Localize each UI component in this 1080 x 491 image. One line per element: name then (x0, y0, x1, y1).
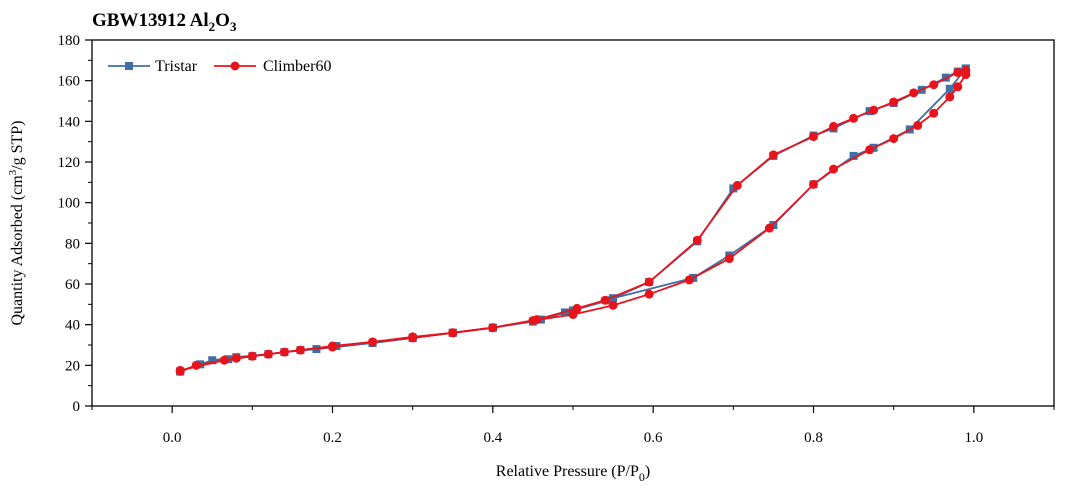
legend: Tristar Climber60 (108, 58, 331, 75)
x-tick-label: 0.2 (323, 430, 342, 446)
climber60-point (263, 349, 273, 359)
climber60-point (644, 289, 654, 299)
tristar-point (849, 151, 858, 160)
climber60-point (295, 345, 305, 355)
x-axis: 0.0 0.2 0.4 0.6 0.8 1.0 (91, 406, 1055, 446)
legend-label-tristar: Tristar (155, 58, 198, 75)
climber60-point (572, 303, 582, 313)
y-tick-label: 100 (58, 196, 81, 212)
climber60-point (889, 134, 899, 144)
tristar-point (945, 84, 954, 93)
x-axis-title: Relative Pressure (P/P0) (496, 463, 650, 484)
climber60-adsorption-line (179, 74, 967, 373)
y-tick-label: 140 (58, 114, 81, 130)
climber60-point (448, 328, 458, 338)
climber60-point (231, 353, 241, 363)
climber60-point (724, 254, 734, 264)
climber60-point (889, 97, 899, 107)
x-tick-label: 1.0 (964, 430, 983, 446)
climber60-point (600, 295, 610, 305)
climber60-point (829, 164, 839, 174)
y-tick-label: 60 (65, 277, 80, 293)
climber60-point (247, 351, 257, 361)
climber60-point (532, 315, 542, 325)
climber60-point (909, 88, 919, 98)
climber60-point (929, 108, 939, 118)
x-tick-label: 0.6 (644, 430, 663, 446)
climber60-point (175, 365, 185, 375)
y-tick-label: 120 (58, 155, 81, 171)
x-tick-label: 0.4 (483, 430, 502, 446)
tristar-point (208, 356, 217, 365)
climber60-point (953, 68, 963, 78)
climber60-point (953, 82, 963, 92)
climber60-point (644, 277, 654, 287)
climber60-point (829, 121, 839, 131)
series-layer (175, 64, 971, 376)
y-tick-label: 0 (73, 399, 81, 415)
chart-title: GBW13912 Al2O3 (92, 10, 237, 34)
climber60-point (913, 120, 923, 130)
climber60-point (929, 80, 939, 90)
climber60-point (869, 105, 879, 115)
y-tick-label: 80 (65, 236, 80, 252)
climber60-point (692, 235, 702, 245)
legend-marker-climber60 (230, 61, 240, 71)
climber60-point (849, 113, 859, 123)
y-axis-title: Quantity Adsorbed (cm3/g STP) (7, 120, 26, 325)
climber60-point (865, 145, 875, 155)
climber60-point (764, 223, 774, 233)
climber60-point (279, 347, 289, 357)
climber60-point (768, 150, 778, 160)
climber60-point (809, 179, 818, 189)
legend-marker-tristar (125, 62, 133, 70)
climber60-point (191, 360, 201, 370)
climber60-point (488, 323, 498, 333)
tristar-point (729, 184, 738, 193)
legend-label-climber60: Climber60 (263, 58, 331, 75)
y-tick-label: 20 (65, 358, 80, 374)
y-tick-label: 160 (58, 74, 81, 90)
x-tick-label: 0.0 (163, 430, 182, 446)
climber60-point (684, 275, 694, 285)
climber60-point (961, 66, 971, 75)
climber60-point (328, 341, 337, 351)
y-tick-label: 40 (65, 318, 80, 334)
climber60-point (809, 132, 818, 142)
climber60-desorption-line (179, 69, 967, 372)
tristar-point (609, 294, 618, 303)
climber60-point (945, 92, 955, 102)
y-axis: 0 20 40 60 80 100 120 140 160 180 (58, 33, 92, 415)
y-tick-label: 180 (58, 33, 81, 49)
climber60-point (608, 300, 618, 310)
climber60-point (368, 337, 378, 347)
climber60-point (219, 355, 229, 365)
climber60-point (408, 332, 418, 342)
tristar-adsorption-line (179, 67, 967, 373)
tristar-desorption-line (179, 67, 967, 373)
climber60-point (732, 180, 742, 190)
x-tick-label: 0.8 (804, 430, 823, 446)
